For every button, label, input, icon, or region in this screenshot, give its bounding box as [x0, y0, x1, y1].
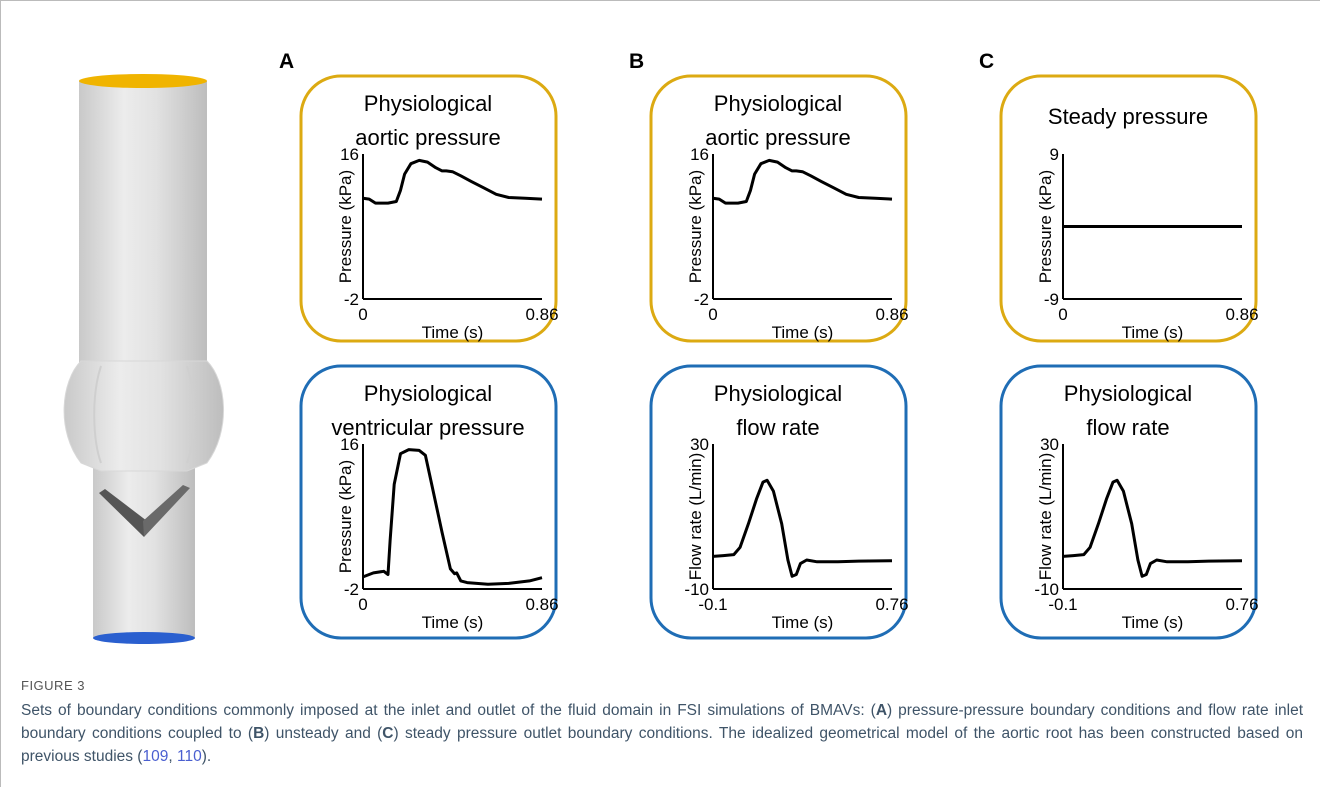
- y-tick-label: -2: [694, 290, 709, 309]
- panel-letter: A: [279, 50, 294, 73]
- x-tick-label: 0: [358, 595, 367, 614]
- x-tick-label: 0: [1058, 305, 1067, 324]
- x-axis-label: Time (s): [772, 613, 834, 632]
- panel-letter: C: [979, 50, 994, 73]
- caption-segment: C: [382, 725, 394, 742]
- panel-frame: [649, 364, 908, 640]
- caption-segment: ).: [201, 748, 212, 765]
- caption-segment[interactable]: 110: [176, 748, 202, 765]
- chart-title: flow rate: [736, 415, 819, 440]
- caption: Sets of boundary conditions commonly imp…: [21, 699, 1303, 768]
- panel-frame: [649, 74, 908, 343]
- chart-panel: Physiological flow rate 30 -10-0.1 0.76 Time …: [649, 364, 909, 640]
- chart-title: Physiological: [714, 381, 842, 406]
- data-line: [712, 158, 893, 205]
- caption-segment: B: [253, 725, 265, 742]
- y-tick-label: 30: [690, 435, 709, 454]
- x-axis-label: Time (s): [1122, 323, 1184, 342]
- data-line: [1062, 478, 1243, 578]
- chart-title: Steady pressure: [1048, 104, 1208, 129]
- panel-frame: [999, 74, 1258, 343]
- x-axis-label: Time (s): [1122, 613, 1184, 632]
- panel-frame: [299, 364, 558, 640]
- caption-segment: ) pressure-pressure boundary conditions …: [21, 702, 1304, 742]
- chart-title: flow rate: [1086, 415, 1169, 440]
- data-line: [362, 158, 543, 205]
- x-axis-label: Time (s): [422, 613, 484, 632]
- chart-title: aortic pressure: [355, 125, 501, 150]
- chart-title: Physiological: [714, 91, 842, 116]
- y-tick-label: 16: [340, 435, 359, 454]
- y-axis-label: Flow rate (L/min): [1036, 453, 1055, 581]
- y-tick-label: -2: [344, 290, 359, 309]
- caption-segment: ) unsteady and (: [264, 725, 383, 742]
- x-tick-label: 0.86: [875, 305, 908, 324]
- y-tick-label: -10: [684, 580, 709, 599]
- x-tick-label: 0: [358, 305, 367, 324]
- y-tick-label: 16: [340, 145, 359, 164]
- data-line: [712, 478, 893, 578]
- y-axis-label: Pressure (kPa): [336, 460, 355, 573]
- x-tick-label: 0.76: [875, 595, 908, 614]
- data-line: [362, 448, 543, 586]
- x-tick-label: 0.86: [1225, 305, 1258, 324]
- x-tick-label: 0.86: [525, 305, 558, 324]
- chart-panel: Physiological flow rate 30 -10-0.1 0.76 Time …: [999, 364, 1259, 640]
- x-tick-label: 0.76: [1225, 595, 1258, 614]
- x-tick-label: -0.1: [698, 595, 727, 614]
- y-tick-label: -9: [1044, 290, 1059, 309]
- x-tick-label: 0: [708, 305, 717, 324]
- y-tick-label: 16: [690, 145, 709, 164]
- y-tick-label: 9: [1050, 145, 1059, 164]
- y-tick-label: 30: [1040, 435, 1059, 454]
- caption-segment: ) steady pressure outlet boundary condit…: [21, 725, 1303, 765]
- caption-segment: Sets of boundary conditions commonly imp…: [21, 702, 876, 719]
- panel-frame: [299, 74, 558, 343]
- y-tick-label: -2: [344, 580, 359, 599]
- y-axis-label: Flow rate (L/min): [686, 453, 705, 581]
- y-axis-label: Pressure (kPa): [1036, 170, 1055, 283]
- caption-segment: ,: [168, 748, 177, 765]
- caption-segment: A: [875, 702, 888, 719]
- x-axis-label: Time (s): [772, 323, 834, 342]
- y-axis-label: Pressure (kPa): [336, 170, 355, 283]
- x-axis-label: Time (s): [422, 323, 484, 342]
- x-tick-label: 0.86: [525, 595, 558, 614]
- chart-panel: Steady pressure 9 -90 0.86 Time (s) Pressure …: [999, 74, 1259, 343]
- chart-title: Physiological: [364, 381, 492, 406]
- chart-title: Physiological: [364, 91, 492, 116]
- panel-frame: [999, 364, 1258, 640]
- x-tick-label: -0.1: [1048, 595, 1077, 614]
- panel-letter: B: [629, 50, 644, 73]
- y-tick-label: -10: [1034, 580, 1059, 599]
- caption-segment[interactable]: 109: [142, 748, 169, 765]
- figure-label: FIGURE 3: [21, 678, 85, 693]
- chart-title: aortic pressure: [705, 125, 851, 150]
- y-axis-label: Pressure (kPa): [686, 170, 705, 283]
- aortic-root-model: [63, 74, 224, 644]
- chart-title: ventricular pressure: [331, 415, 524, 440]
- chart-title: Physiological: [1064, 381, 1192, 406]
